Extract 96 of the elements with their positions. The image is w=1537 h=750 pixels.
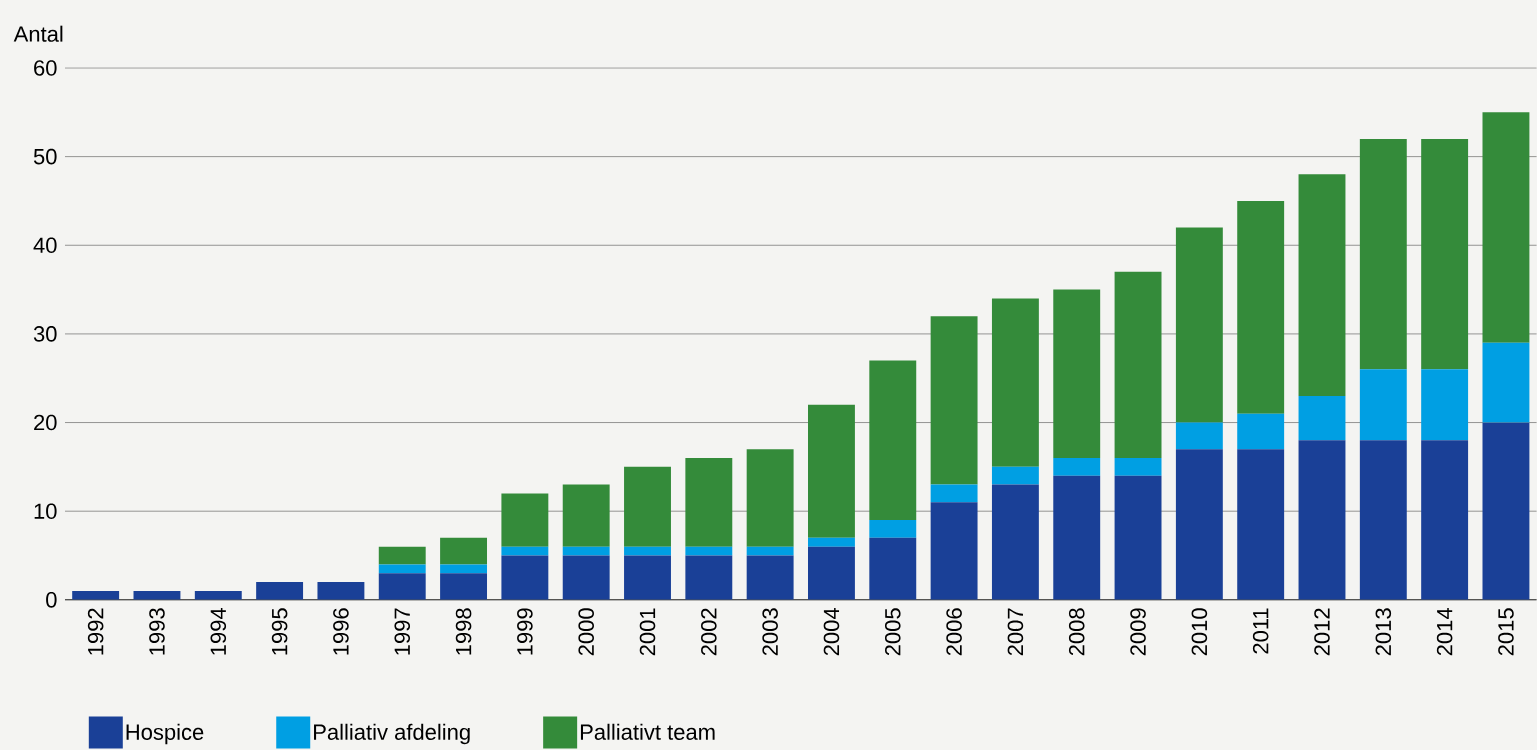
x-tick-label: 2007 — [1007, 608, 1024, 655]
bar — [746, 448, 794, 547]
bar — [1421, 138, 1469, 370]
bar — [440, 573, 488, 600]
bar — [378, 546, 426, 565]
bar — [562, 546, 610, 556]
bar — [685, 457, 733, 547]
bar — [562, 555, 610, 600]
y-tick-label: 60 — [34, 60, 57, 76]
bar — [991, 298, 1039, 467]
bar — [1298, 440, 1346, 600]
x-tick-label: 1997 — [394, 608, 411, 655]
bar — [317, 581, 365, 600]
x-tick-label: 1993 — [149, 608, 165, 655]
bar — [1298, 395, 1346, 441]
bar — [1175, 227, 1223, 423]
x-tick-label: 2010 — [1191, 608, 1208, 655]
bar — [930, 484, 978, 503]
bar — [1482, 342, 1530, 423]
bar — [808, 537, 855, 547]
x-tick-label: 2001 — [639, 608, 656, 655]
x-tick-label: 2003 — [762, 608, 778, 655]
x-tick-label: 2011 — [1252, 608, 1269, 654]
y-tick-label: 40 — [33, 237, 57, 253]
bar — [1421, 440, 1469, 600]
bar — [1175, 422, 1223, 449]
bar — [1053, 289, 1101, 458]
bar — [1114, 271, 1162, 458]
x-tick-label: 1994 — [210, 607, 227, 655]
bar — [808, 404, 855, 538]
bar — [440, 564, 488, 574]
x-tick-label: 2000 — [578, 608, 594, 655]
y-tick-label: 20 — [34, 414, 57, 431]
bar — [378, 564, 426, 574]
legend-label: Hospice — [126, 723, 204, 745]
x-tick-label: 1992 — [87, 608, 104, 655]
bar — [1053, 457, 1101, 476]
bar — [72, 590, 120, 600]
bar — [378, 573, 426, 600]
bar — [256, 581, 304, 600]
y-tick-label: 50 — [33, 148, 57, 165]
bar — [440, 537, 488, 565]
y-tick-label: 30 — [33, 325, 57, 342]
bar — [991, 484, 1039, 600]
y-tick-label: 0 — [46, 591, 57, 608]
x-tick-label: 2009 — [1130, 608, 1146, 655]
x-tick-label: 1999 — [517, 608, 533, 655]
bar — [685, 555, 733, 600]
legend-label: Palliativt team — [580, 723, 715, 740]
bar — [685, 546, 733, 556]
bar — [1482, 112, 1530, 343]
x-tick-label: 1996 — [333, 608, 349, 655]
x-tick-label: 2004 — [823, 607, 840, 655]
bar — [1359, 138, 1407, 370]
bar — [869, 537, 917, 600]
bar — [1482, 422, 1530, 600]
bar — [501, 546, 549, 556]
x-tick-label: 2006 — [946, 608, 962, 655]
bar — [869, 360, 917, 520]
bar — [1053, 475, 1101, 600]
bar — [746, 546, 794, 556]
bar — [1114, 475, 1162, 600]
x-tick-label: 2002 — [701, 608, 717, 655]
bar — [869, 519, 917, 538]
bar — [1237, 413, 1285, 449]
bar — [746, 555, 794, 600]
bar — [501, 555, 549, 600]
bar — [1237, 448, 1285, 600]
bar — [501, 493, 549, 547]
bar — [624, 466, 671, 547]
y-tick-label: 10 — [34, 503, 57, 519]
bar — [991, 466, 1039, 485]
x-tick-label: 2005 — [884, 608, 901, 655]
x-tick-label: 2008 — [1068, 608, 1085, 655]
bar — [930, 502, 978, 600]
bar — [194, 590, 242, 600]
bar — [562, 484, 610, 547]
x-tick-label: 2014 — [1436, 607, 1453, 655]
x-tick-label: 2015 — [1498, 608, 1514, 655]
bar — [1114, 457, 1162, 476]
bar — [1175, 448, 1223, 600]
bar — [1421, 369, 1469, 441]
bar — [1298, 174, 1346, 396]
x-tick-label: 2013 — [1375, 608, 1392, 655]
x-tick-label: 1998 — [455, 608, 472, 655]
bar — [624, 555, 671, 600]
legend-label: Palliativ afdeling — [314, 723, 470, 745]
bar — [1237, 200, 1285, 414]
y-axis-title: Antal — [13, 25, 63, 42]
bar — [808, 546, 855, 600]
x-tick-label: 2012 — [1314, 608, 1330, 655]
bar — [930, 315, 978, 485]
bar — [1359, 440, 1407, 600]
x-tick-label: 1995 — [271, 608, 288, 655]
bar — [1359, 369, 1407, 441]
bar — [624, 546, 671, 556]
